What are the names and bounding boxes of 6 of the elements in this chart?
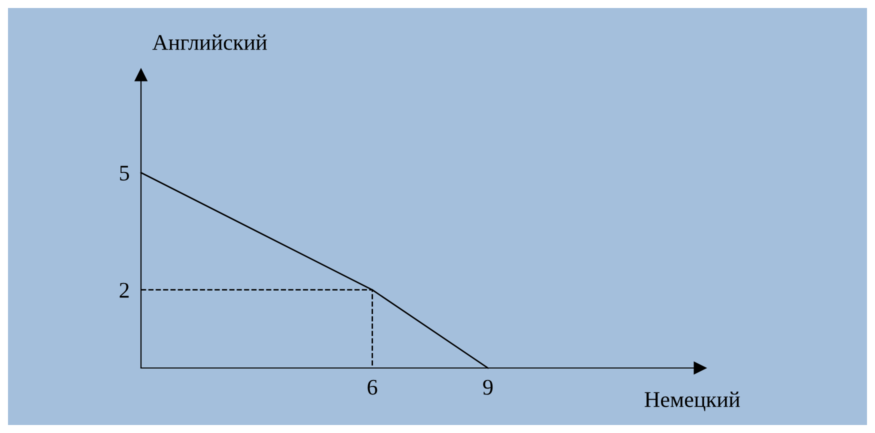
- x-tick-label: 9: [483, 380, 493, 395]
- y-tick-label: 2: [120, 282, 129, 298]
- x-tick-label: 6: [368, 380, 378, 395]
- x-axis-title: Немецкий: [644, 392, 740, 412]
- y-axis-title: Английский: [152, 34, 267, 50]
- y-tick-label: 5: [120, 166, 130, 181]
